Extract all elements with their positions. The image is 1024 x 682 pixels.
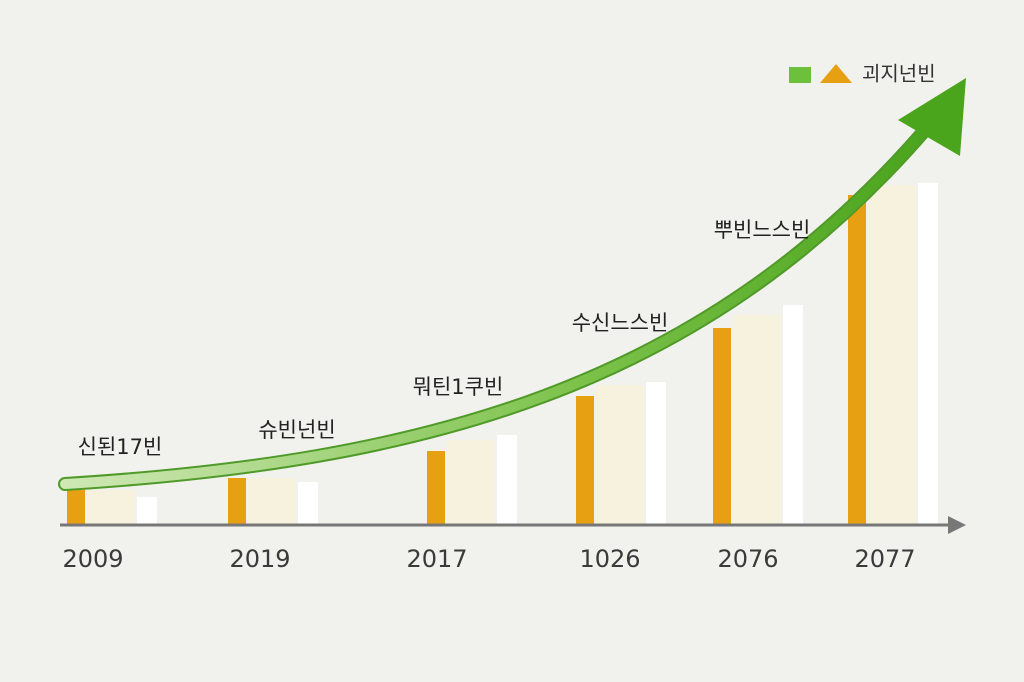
annotation: 뭐틴1쿠빈 xyxy=(413,375,504,399)
x-tick-label: 2017 xyxy=(406,545,467,573)
bar xyxy=(447,440,495,525)
annotation: 신된17빈 xyxy=(78,435,163,459)
annotation: 슈빈넌빈 xyxy=(258,418,335,442)
bar xyxy=(228,478,246,525)
x-tick-label: 2076 xyxy=(717,545,778,573)
legend-triangle xyxy=(820,64,852,83)
bar xyxy=(67,490,85,525)
bar xyxy=(248,478,296,525)
x-tick-label: 2009 xyxy=(62,545,123,573)
x-tick-label: 2077 xyxy=(854,545,915,573)
bar xyxy=(298,482,318,525)
trend-arrowhead xyxy=(898,78,966,156)
x-tick-label: 1026 xyxy=(579,545,640,573)
bar xyxy=(713,328,731,525)
bar xyxy=(733,315,781,525)
trend-arrow-fill xyxy=(60,125,930,489)
annotation: 뿌빈느스빈 xyxy=(714,218,811,242)
bar xyxy=(646,382,666,525)
x-tick-label: 2019 xyxy=(229,545,290,573)
bar xyxy=(576,396,594,525)
bar xyxy=(427,451,445,525)
annotation: 수신느스빈 xyxy=(572,311,669,335)
bar xyxy=(137,497,157,525)
bar xyxy=(497,435,517,525)
bar xyxy=(87,490,135,525)
bar xyxy=(868,185,916,525)
bar xyxy=(596,385,644,525)
legend-square xyxy=(789,67,811,83)
legend-label: 괴지넌빈 xyxy=(862,62,936,86)
bar xyxy=(918,183,938,525)
bar xyxy=(783,305,803,525)
x-axis-arrow xyxy=(948,516,966,534)
bar xyxy=(848,195,866,525)
